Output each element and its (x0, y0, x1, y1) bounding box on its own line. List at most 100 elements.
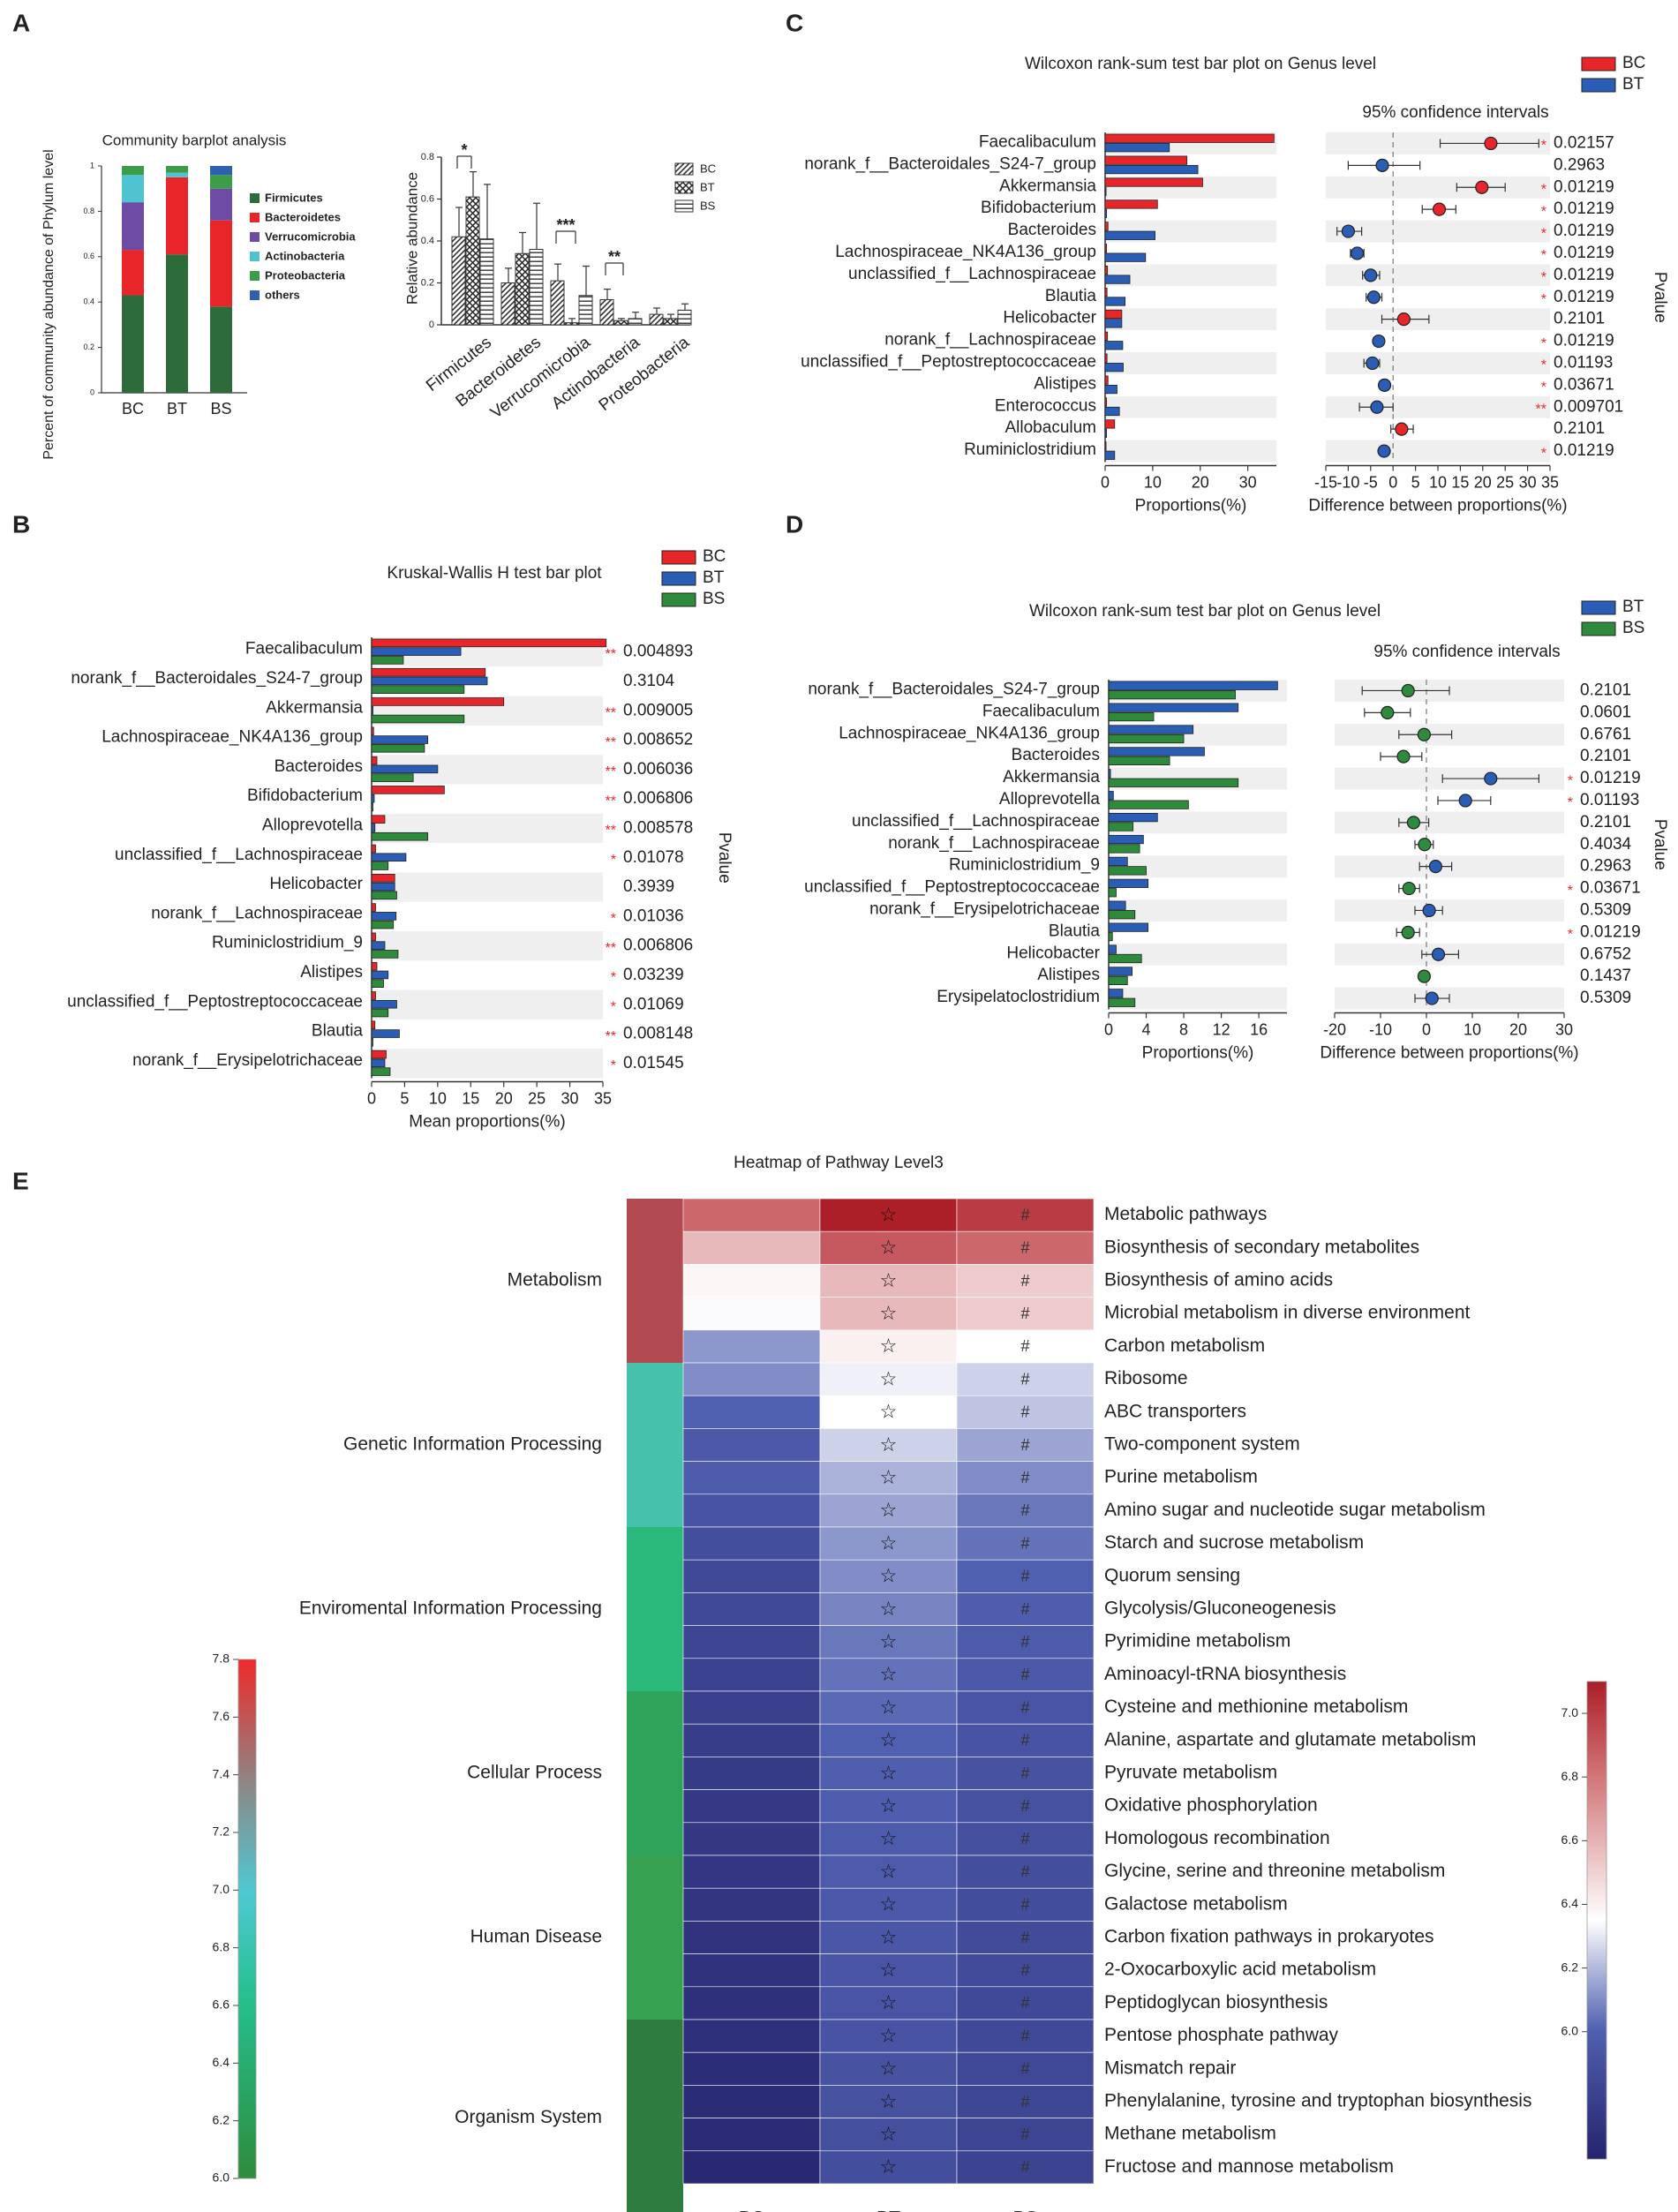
cell-mark: ☆ (880, 1729, 898, 1751)
legend-label: BC (700, 162, 716, 175)
heatmap-cell (682, 1428, 821, 1462)
category-label: Allobaculum (1005, 418, 1097, 437)
x-tick-label: 15 (462, 1089, 479, 1107)
legend-swatch (1581, 56, 1616, 71)
significance-mark: * (1541, 204, 1546, 219)
row-label: Two-component system (1104, 1434, 1300, 1455)
p-value: 0.004893 (623, 643, 693, 661)
heatmap-cell (682, 2085, 821, 2118)
p-value: 0.01219 (1554, 244, 1614, 262)
cell-mark: # (1020, 1732, 1029, 1749)
x-axis-label: Mean proportions(%) (409, 1113, 565, 1132)
bar-bt (1108, 769, 1111, 779)
bar-actinobacteria (166, 172, 188, 177)
heatmap-cell (956, 1230, 1095, 1265)
cell-mark: # (1020, 1239, 1029, 1257)
legend-swatch (250, 271, 260, 281)
row-band (1335, 811, 1564, 834)
ci-x-tick-label: -5 (1364, 473, 1378, 491)
bar-bt (1104, 297, 1126, 306)
row-band (1105, 440, 1276, 463)
heatmap-cell (819, 2085, 958, 2118)
bar-bc (1104, 287, 1108, 297)
ci-point (1366, 356, 1380, 371)
ci-point (1484, 771, 1498, 786)
bar-bc (371, 638, 607, 648)
panel-label-d: D (786, 510, 803, 538)
category-label: Lachnospiraceae_NK4A136_group (102, 728, 363, 747)
row-band (372, 872, 603, 902)
row-label: Glycine, serine and threonine metabolism (1104, 1861, 1445, 1881)
x-tick-label: 10 (429, 1089, 447, 1107)
heatmap-cell (819, 1953, 958, 1988)
bar-bt (1108, 878, 1149, 888)
bar-others (210, 166, 232, 176)
bar-bc (371, 1020, 376, 1030)
cell-mark: # (1020, 2060, 1029, 2078)
category-label: Helicobacter (1006, 944, 1100, 962)
x-tick-label: 30 (1239, 473, 1257, 491)
row-label: Aminoacyl-tRNA biosynthesis (1104, 1664, 1346, 1684)
column-label: BT (877, 2208, 900, 2212)
heatmap-cell (956, 1526, 1095, 1561)
ci-point (1366, 290, 1381, 305)
bar-bt (371, 824, 376, 832)
legend-swatch (661, 571, 696, 586)
row-label: Starch and sucrose metabolism (1104, 1532, 1364, 1553)
colorbar-tick-label: 6.0 (1561, 2023, 1579, 2037)
bar-bc (1104, 397, 1108, 407)
ci-point (1422, 903, 1436, 918)
heatmap-cell (819, 1297, 958, 1331)
significance-mark: * (1541, 336, 1546, 351)
category-label: unclassified_f__Peptostreptococcaceae (67, 992, 363, 1011)
cell-mark: # (1020, 2093, 1029, 2110)
bar-bc (649, 313, 664, 326)
legend-label: BC (703, 547, 726, 566)
significance-mark: * (1568, 884, 1573, 899)
ci-point (1484, 136, 1498, 151)
cell-mark: # (1020, 1206, 1029, 1223)
bar-bs (529, 249, 544, 326)
category-label: norank_f__Bacteroidales_S24-7_group (71, 669, 363, 688)
cell-mark: ☆ (880, 1565, 898, 1587)
cell-mark: ☆ (880, 1630, 898, 1652)
bar-bt (371, 676, 488, 686)
heatmap-cell (682, 1855, 821, 1889)
row-label: Cysteine and methionine metabolism (1104, 1697, 1408, 1717)
category-label: unclassified_f__Peptostreptococcaceae (801, 352, 1096, 371)
legend-swatch (674, 162, 694, 176)
ci-point (1431, 947, 1446, 961)
colorbar-left (237, 1659, 257, 2179)
bar-bc (1104, 244, 1108, 253)
ci-point (1396, 312, 1411, 327)
ci-point (1350, 246, 1365, 260)
bar-bc (1104, 375, 1109, 385)
cell-mark: # (1020, 1797, 1029, 1815)
significance-mark: * (611, 912, 616, 927)
colorbar-tick-label: 7.0 (1561, 1705, 1579, 1719)
heatmap-cell (682, 1658, 821, 1692)
cell-mark: ☆ (880, 2058, 898, 2080)
x-tick-label: 10 (1144, 473, 1162, 491)
cell-mark: # (1020, 1501, 1029, 1519)
legend-label: Firmicutes (265, 191, 323, 204)
y-tick-label: 1 (90, 161, 94, 169)
bar-bs (371, 979, 384, 989)
bar-bs (1108, 953, 1142, 964)
category-label: Bifidobacterium (247, 786, 363, 805)
chart-title: Kruskal-Wallis H test bar plot (387, 564, 602, 583)
heatmap-cell (956, 1592, 1095, 1626)
ci-x-tick-label: 20 (1474, 473, 1492, 491)
cell-mark: ☆ (880, 1893, 898, 1915)
bar-bs (1108, 888, 1117, 898)
ci-point (1377, 378, 1392, 392)
cell-mark: ☆ (880, 1401, 898, 1423)
x-tick-label: 25 (528, 1089, 546, 1107)
ci-x-tick-label: 20 (1509, 1020, 1527, 1038)
p-value: 0.008148 (623, 1025, 693, 1043)
cell-mark: ☆ (880, 2123, 898, 2145)
significance-mark: * (611, 853, 616, 868)
bar-bc (451, 236, 466, 326)
row-label: Pyruvate metabolism (1104, 1763, 1277, 1783)
bar-bt (1104, 428, 1108, 438)
